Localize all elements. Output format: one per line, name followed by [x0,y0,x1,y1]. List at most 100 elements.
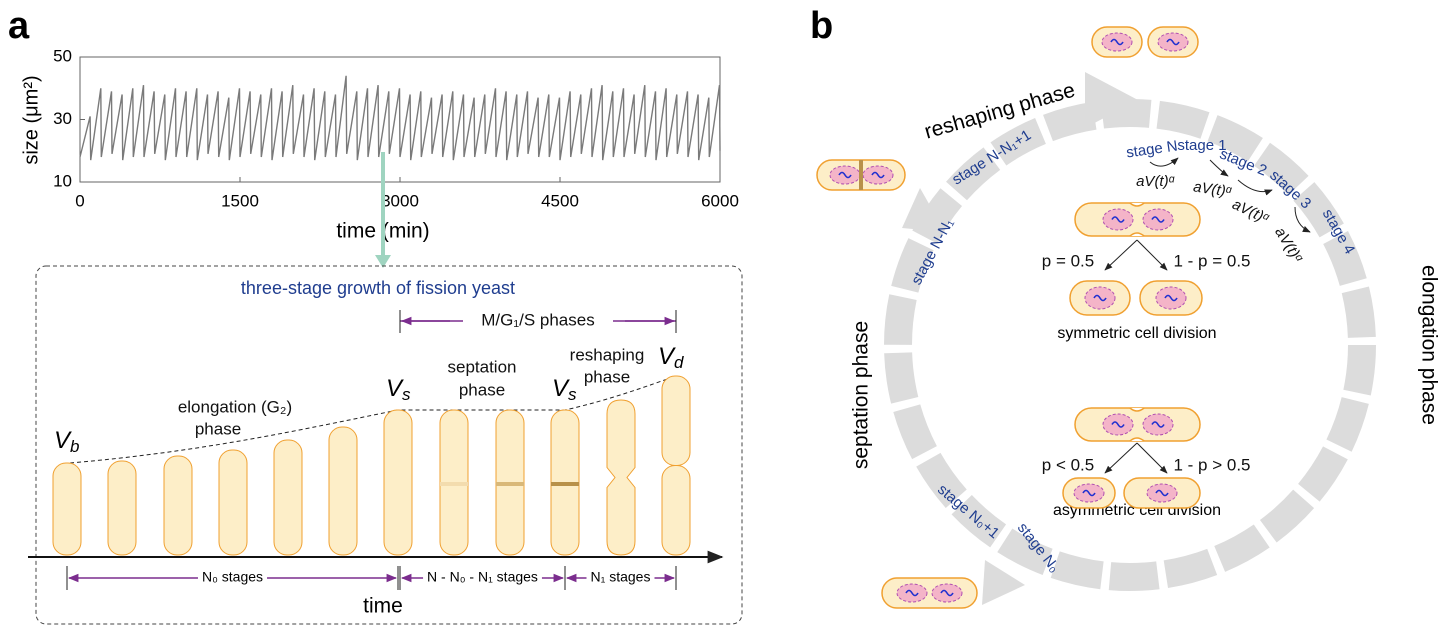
time-label: time [363,595,403,618]
stage-spans: N₀ stages N - N₀ - N₁ stages N₁ stages [66,566,677,590]
phase-label: septation phase [850,321,873,469]
cell [52,462,82,556]
cell [107,460,137,556]
phase-label: elongation (G₂) [178,397,292,416]
branch-arrow [1136,442,1168,474]
septum [859,160,863,190]
branch-label: p = 0.5 [1042,251,1094,270]
envelope-curve [69,375,677,464]
rate-label: aV(t)ᵅ [1136,173,1175,190]
cells [52,375,691,556]
diagram-box [35,265,743,625]
span-label: N₁ stages [591,569,651,585]
y-tick-label: 50 [53,46,72,65]
cell [273,439,303,556]
label-bg [423,568,542,585]
stage-label: stage N-N₁+1 [949,127,1034,189]
span-label: N - N₀ - N₁ stages [427,569,538,585]
cell [163,455,193,556]
cell [1074,407,1201,442]
cell [383,409,413,556]
stage-label: stage 1 [1177,137,1226,154]
volume-sub: s [402,385,411,404]
size-line [79,75,721,161]
rate-arrow [1149,157,1179,167]
stage-label: stage N [1125,137,1179,161]
chromosome [1151,216,1165,223]
phase-label: septation [448,357,517,376]
chromosome [871,171,885,179]
x-tick-label: 6000 [701,191,739,210]
cells [816,26,1203,609]
volume-label: Vd [658,343,684,372]
span-label: M/G₁/S phases [481,310,594,329]
pinch [1129,232,1145,237]
branch-label: p < 0.5 [1042,455,1094,474]
chromosome [1111,216,1125,223]
y-axis-label: size (μm²) [20,75,42,164]
phase-label: reshaping [570,345,645,364]
x-tick-label: 3000 [381,191,419,210]
volume-base: V [658,343,676,370]
septum [496,482,524,486]
septum [551,482,579,486]
cell [661,465,691,556]
volume-label: Vs [552,375,577,404]
pinch [1129,437,1145,442]
ring-arrow [1085,72,1138,128]
phase-label: elongation phase [1417,265,1440,425]
cell [218,449,248,556]
label-bg [197,568,268,585]
chromosome [1110,38,1124,46]
rate-arrow [1294,206,1311,233]
pinch [1129,407,1145,412]
branch-label: 1 - p > 0.5 [1173,455,1250,474]
septum [440,482,468,486]
chromosome [1093,294,1107,302]
cell [606,399,636,556]
rate-arrow [1237,179,1273,196]
volume-sub: b [70,437,79,456]
volume-sub: s [568,385,577,404]
cell [328,426,358,556]
y-tick-label: 10 [53,171,72,190]
volume-label: Vb [54,427,79,456]
x-tick-label: 0 [75,191,84,210]
rate-label: aV(t)ᵅ [1271,224,1306,266]
pinch [1129,202,1145,207]
volume-label: Vs [386,375,411,404]
cycle-ring [884,99,1376,591]
rate-label: aV(t)ᵅ [1192,178,1232,200]
volume-base: V [54,427,72,454]
chromosome [1166,38,1180,46]
link-arrow-head [375,255,391,268]
label-bg [463,310,613,332]
phase-label: phase [459,380,505,399]
chromosome [838,171,852,179]
phase-label: phase [195,419,241,438]
diagram-title: three-stage growth of fission yeast [241,278,515,298]
x-tick-label: 4500 [541,191,579,210]
chromosome [1151,421,1165,428]
chromosome [905,589,919,597]
label-bg [586,568,655,585]
cell [881,577,978,609]
y-tick-label: 30 [53,109,72,128]
span-label: N₀ stages [202,569,263,585]
phase-label: phase [584,367,630,386]
rate-arrows [1104,157,1311,474]
rate-arrow [1209,159,1229,177]
stage-label: stage N₀+1 [934,481,1002,542]
rate-label: aV(t)ᵅ [1229,196,1271,228]
chart: 0 1500 3000 4500 6000 10 30 50 [53,46,739,210]
cell [661,375,691,466]
x-tick-label: 1500 [221,191,259,210]
chromosome [1111,421,1125,428]
chromosome [940,589,954,597]
chromosome [1082,489,1096,497]
chromosome [1155,489,1169,497]
ring-arrow [902,188,945,232]
caption: symmetric cell division [1057,325,1216,342]
